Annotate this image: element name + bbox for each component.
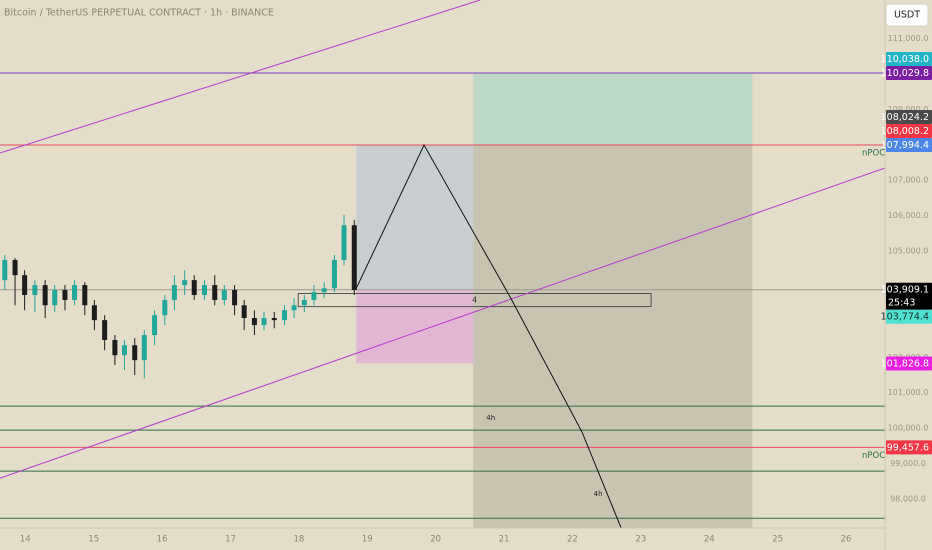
npoc-label: nPOC — [862, 149, 885, 159]
plot-area: 4 4h 4h — [0, 0, 885, 528]
y-tick-label: 105,000.0 — [888, 247, 929, 256]
x-tick-label: 14 — [20, 535, 31, 545]
price-label-box — [886, 65, 932, 80]
candle-body — [112, 339, 118, 356]
candle-body — [171, 285, 177, 300]
candle-body — [121, 345, 127, 356]
candle-body — [212, 285, 218, 300]
candle-body — [232, 290, 238, 306]
price-label-box — [886, 138, 932, 153]
candle-body — [291, 305, 297, 311]
candle-body — [132, 345, 138, 361]
candle-body — [152, 315, 158, 336]
box-label: 4 — [472, 296, 477, 305]
x-tick-label: 18 — [293, 535, 304, 545]
y-tick-label: 111,000.0 — [888, 34, 929, 43]
y-tick-label: 109,000.0 — [888, 105, 929, 114]
candle-body — [22, 275, 28, 295]
price-label: 108,024.2 — [881, 112, 929, 123]
candle-body — [241, 305, 247, 319]
candle-body — [261, 318, 267, 326]
candle-body — [82, 285, 88, 306]
projection-path — [355, 143, 622, 528]
currency-button-label[interactable]: USDT — [894, 10, 920, 21]
candle-body — [141, 335, 147, 361]
price-label: 103,774.4 — [881, 312, 929, 323]
price-label: 108,008.2 — [881, 126, 929, 137]
candle-body — [341, 225, 347, 260]
candle-body — [351, 225, 357, 291]
position-box — [473, 72, 753, 145]
x-tick-label: 23 — [635, 535, 646, 545]
candle-body — [311, 292, 317, 300]
candle-body — [32, 285, 38, 295]
price-label: 110,029.8 — [881, 68, 929, 79]
trend-line — [0, 167, 885, 479]
candle-body — [271, 318, 277, 321]
currency-button[interactable] — [885, 3, 929, 27]
y-tick-label: 99,000.0 — [890, 459, 926, 468]
trend-line — [0, 0, 481, 154]
candle-body — [191, 280, 197, 295]
annotation: 4h — [594, 490, 603, 498]
x-tick-label: 20 — [430, 535, 441, 545]
candle-body — [12, 259, 18, 276]
candle-body — [72, 285, 78, 300]
candle-body — [52, 290, 58, 306]
candle-body — [321, 288, 327, 293]
y-tick-label: 100,000.0 — [888, 424, 929, 433]
candle-body — [162, 299, 168, 316]
x-tick-label: 15 — [88, 535, 99, 545]
position-box — [356, 145, 474, 290]
x-tick-label: 19 — [362, 535, 373, 545]
position-box — [356, 289, 474, 364]
y-tick-label: 98,000.0 — [890, 494, 926, 503]
price-label-box — [886, 124, 932, 139]
x-tick-label: 24 — [704, 535, 715, 545]
candle-body — [331, 259, 337, 289]
x-tick-label: 17 — [225, 535, 236, 545]
candle-body — [201, 285, 207, 295]
y-tick-label: 101,000.0 — [888, 388, 929, 397]
price-label-box — [886, 110, 932, 125]
candle-body — [2, 259, 8, 281]
candle-body — [301, 299, 307, 306]
price-label-box — [886, 51, 932, 66]
price-label-box — [886, 309, 932, 324]
price-countdown: 25:43 — [888, 298, 915, 309]
candle-body — [221, 290, 227, 300]
x-tick-label: 16 — [157, 535, 168, 545]
x-tick-label: 26 — [841, 535, 852, 545]
position-box — [297, 293, 652, 308]
candle-body — [251, 318, 257, 326]
x-tick-label: 22 — [567, 535, 578, 545]
price-label-box — [886, 440, 932, 455]
x-tick-label: 21 — [499, 535, 510, 545]
candle-body — [102, 320, 108, 340]
candle-body — [182, 280, 188, 286]
price-label: 101,826.8 — [881, 358, 929, 369]
price-label: 103,909.1 — [881, 285, 929, 296]
price-label: 110,038.0 — [881, 54, 929, 65]
price-label-box — [886, 356, 932, 371]
y-tick-label: 107,000.0 — [888, 176, 929, 185]
y-tick-label: 106,000.0 — [888, 211, 929, 220]
price-label: 107,994.4 — [881, 140, 929, 151]
candle-body — [62, 290, 68, 300]
candle-body — [42, 285, 48, 306]
candle-body — [282, 310, 288, 321]
chart-title: Bitcoin / TetherUS PERPETUAL CONTRACT · … — [4, 8, 274, 19]
annotation: 4h — [486, 414, 495, 422]
candle-body — [91, 305, 97, 321]
x-tick-label: 25 — [772, 535, 783, 545]
npoc-label: nPOC — [862, 451, 885, 461]
price-label: 99,457.6 — [887, 442, 929, 453]
price-label-box — [886, 282, 932, 310]
position-box — [473, 144, 753, 528]
